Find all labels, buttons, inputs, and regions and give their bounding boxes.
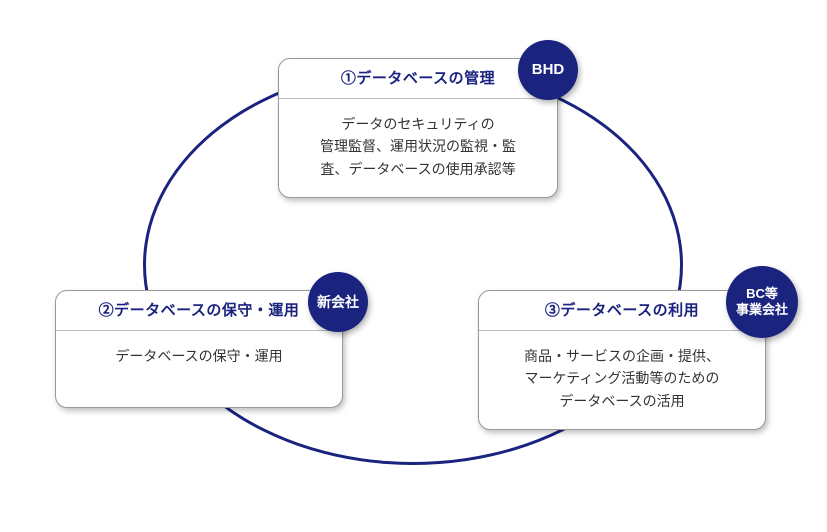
card-top: ①データベースの管理データのセキュリティの 管理監督、運用状況の監視・監 査、デ…: [278, 58, 558, 198]
card-header: ②データベースの保守・運用: [56, 291, 342, 331]
card-title: ①データベースの管理: [293, 67, 543, 88]
badge-label: BHD: [532, 61, 565, 79]
card-title: ③データベースの利用: [493, 299, 751, 320]
card-header: ③データベースの利用: [479, 291, 765, 331]
badge-right: BC等 事業会社: [726, 266, 798, 338]
badge-top: BHD: [518, 40, 578, 100]
card-body: データのセキュリティの 管理監督、運用状況の監視・監 査、データベースの使用承認…: [279, 99, 557, 196]
badge-label: BC等 事業会社: [736, 286, 788, 317]
badge-left: 新会社: [308, 272, 368, 332]
card-title: ②データベースの保守・運用: [70, 299, 328, 320]
card-right: ③データベースの利用商品・サービスの企画・提供、 マーケティング活動等のための …: [478, 290, 766, 430]
card-left: ②データベースの保守・運用データベースの保守・運用: [55, 290, 343, 408]
diagram-canvas: ①データベースの管理データのセキュリティの 管理監督、運用状況の監視・監 査、デ…: [0, 0, 827, 532]
card-header: ①データベースの管理: [279, 59, 557, 99]
badge-label: 新会社: [317, 294, 359, 311]
card-body: データベースの保守・運用: [56, 331, 342, 383]
card-body: 商品・サービスの企画・提供、 マーケティング活動等のための データベースの活用: [479, 331, 765, 428]
